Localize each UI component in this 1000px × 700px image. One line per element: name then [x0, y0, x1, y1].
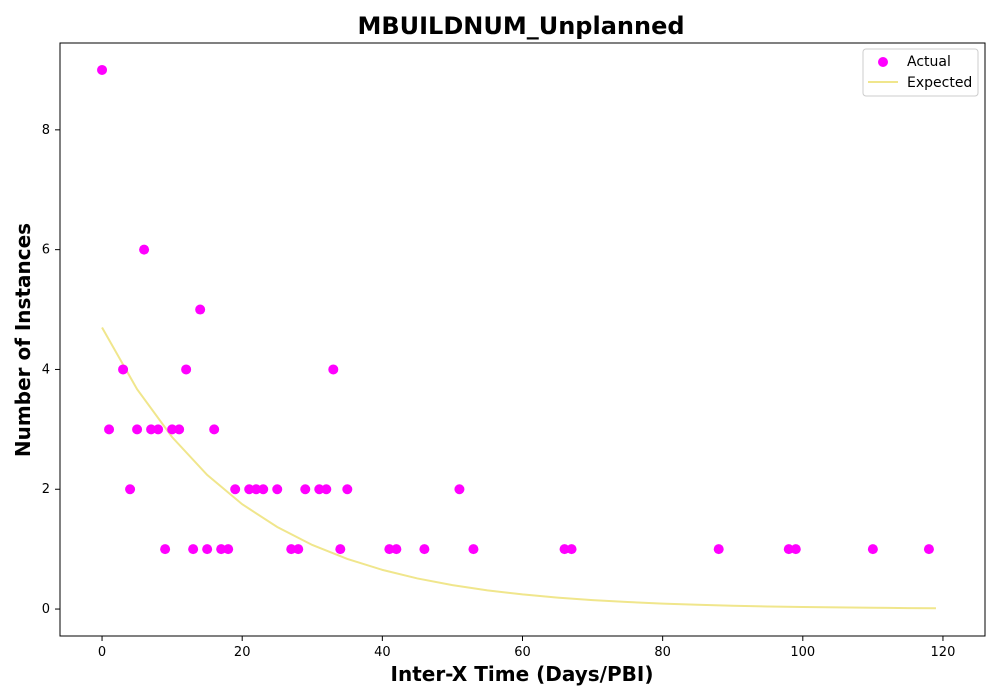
- x-tick-label: 60: [514, 645, 531, 660]
- actual-point: [300, 484, 311, 495]
- actual-point: [566, 544, 577, 555]
- actual-point: [104, 424, 115, 435]
- chart-title: MBUILDNUM_Unplanned: [357, 12, 684, 40]
- actual-point: [181, 364, 192, 375]
- x-axis-label: Inter-X Time (Days/PBI): [391, 662, 654, 686]
- actual-point: [286, 544, 297, 555]
- y-axis-label: Number of Instances: [11, 223, 35, 457]
- y-tick-label: 6: [42, 243, 50, 258]
- actual-point: [97, 64, 108, 75]
- x-tick-label: 120: [931, 645, 956, 660]
- y-tick-label: 4: [42, 362, 50, 377]
- actual-point: [384, 544, 395, 555]
- actual-point: [314, 484, 325, 495]
- actual-point: [419, 544, 430, 555]
- actual-point: [230, 484, 241, 495]
- actual-point: [923, 544, 934, 555]
- actual-point: [321, 484, 332, 495]
- actual-point: [146, 424, 157, 435]
- x-tick-label: 0: [98, 645, 106, 660]
- actual-point: [454, 484, 465, 495]
- actual-point: [335, 544, 346, 555]
- actual-point: [783, 544, 794, 555]
- actual-point: [139, 244, 150, 255]
- actual-point: [223, 544, 234, 555]
- y-tick-label: 8: [42, 123, 50, 138]
- actual-point: [174, 424, 185, 435]
- actual-point: [293, 544, 304, 555]
- legend-actual-marker: [878, 57, 888, 67]
- actual-point: [188, 544, 199, 555]
- actual-point: [202, 544, 213, 555]
- x-tick-label: 80: [654, 645, 671, 660]
- actual-point: [713, 544, 724, 555]
- legend-actual-label: Actual: [907, 54, 951, 70]
- actual-point: [244, 484, 255, 495]
- actual-point: [125, 484, 136, 495]
- actual-point: [342, 484, 353, 495]
- actual-point: [258, 484, 269, 495]
- legend-expected-label: Expected: [907, 75, 972, 91]
- actual-point: [251, 484, 262, 495]
- actual-point: [867, 544, 878, 555]
- actual-point: [118, 364, 129, 375]
- actual-point: [328, 364, 339, 375]
- x-tick-label: 20: [234, 645, 251, 660]
- y-axis: 0 2 4 6 8: [42, 123, 60, 617]
- series-layer: [97, 64, 936, 610]
- legend-box: [862, 48, 979, 97]
- expected-curve: [101, 327, 936, 610]
- actual-point: [559, 544, 570, 555]
- actual-point: [195, 304, 206, 315]
- legend: Actual Expected: [862, 48, 979, 97]
- actual-point: [153, 424, 164, 435]
- actual-point: [167, 424, 178, 435]
- plot-area: [59, 42, 986, 637]
- y-tick-label: 0: [42, 602, 50, 617]
- actual-point: [391, 544, 402, 555]
- actual-point: [132, 424, 143, 435]
- actual-point: [272, 484, 283, 495]
- actual-point: [160, 544, 171, 555]
- actual-point: [790, 544, 801, 555]
- actual-point: [468, 544, 479, 555]
- x-tick-label: 40: [374, 645, 391, 660]
- x-tick-label: 100: [790, 645, 815, 660]
- y-tick-label: 2: [42, 482, 50, 497]
- x-axis: 0 20 40 60 80 100 120: [98, 636, 955, 660]
- actual-point: [209, 424, 220, 435]
- actual-point: [216, 544, 227, 555]
